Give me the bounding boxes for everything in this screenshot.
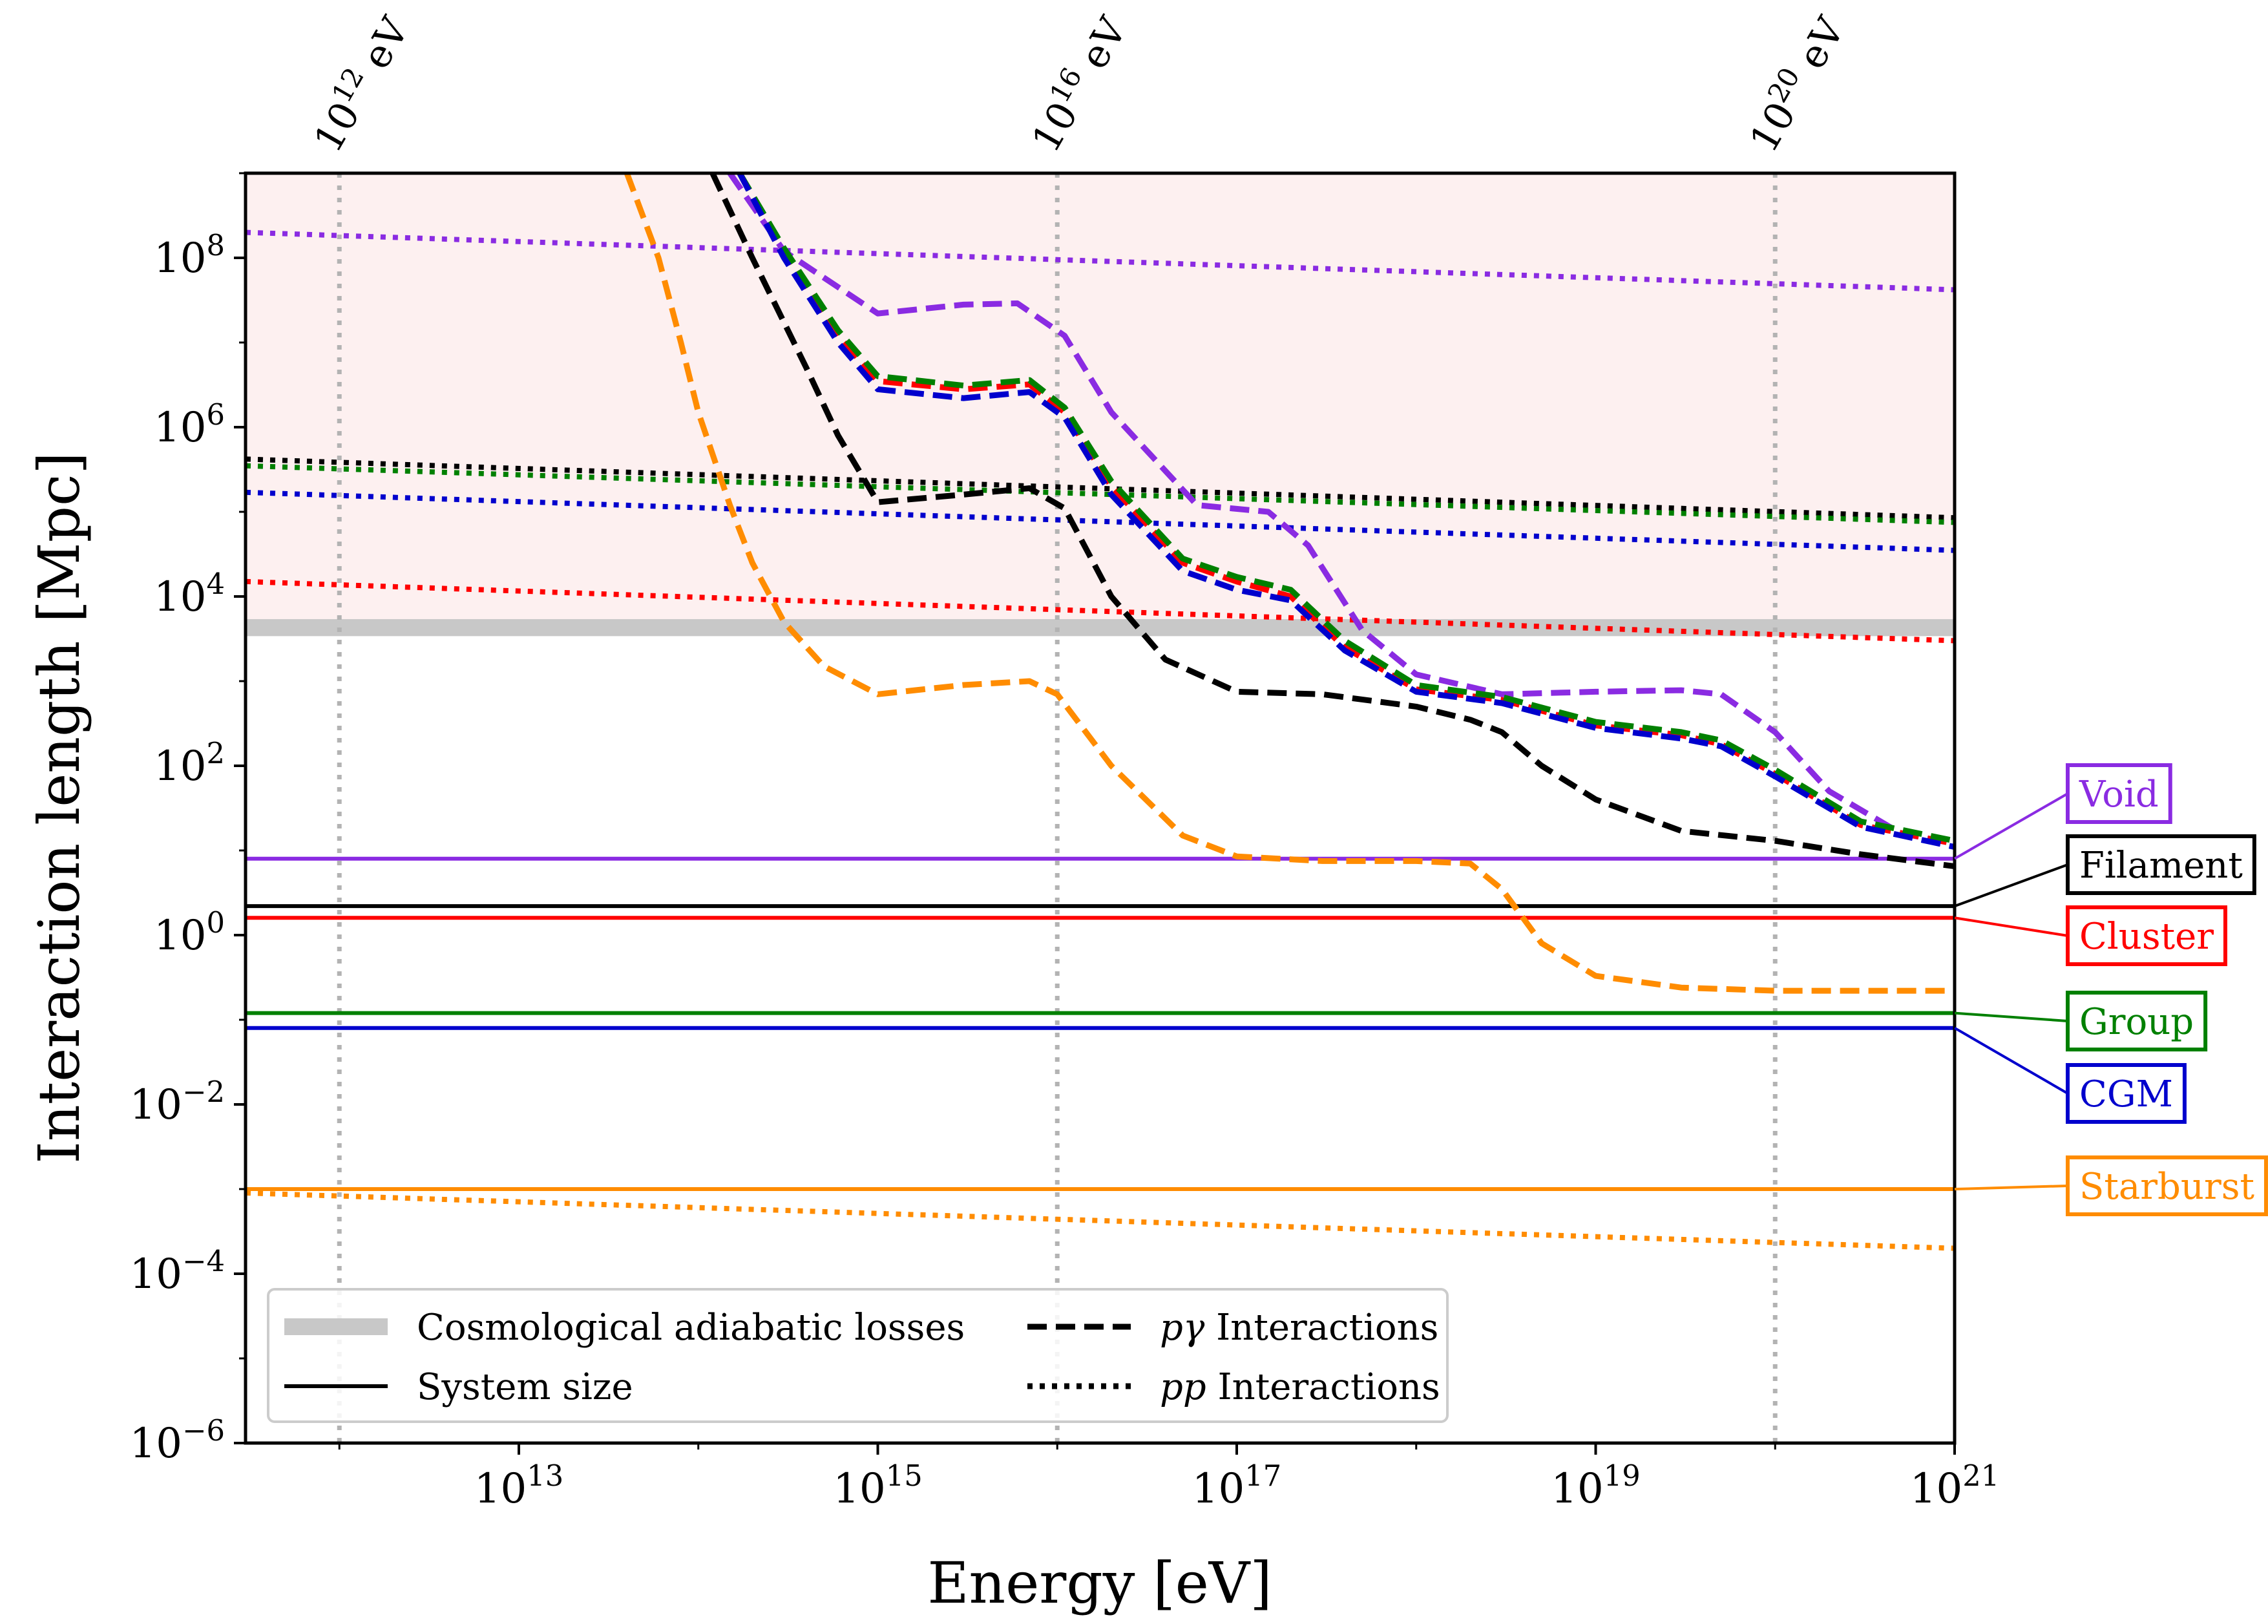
y-axis-title: Interaction length [Mpc]: [26, 452, 92, 1163]
starburst-pgamma-line: [624, 173, 1955, 994]
cluster-label-box: [2066, 905, 2227, 966]
legend-dashed-entry-label: pγ Interactions: [1160, 1307, 1438, 1349]
x-tick-label: 1013: [474, 1459, 563, 1513]
series-layer: [246, 173, 1955, 1251]
void-label-connector: [1954, 792, 2068, 860]
y-tick-label: 104: [154, 567, 225, 622]
cluster-pp-line: [246, 578, 1955, 644]
shaded-region: [246, 173, 1955, 626]
filament-pp-line: [246, 456, 1955, 521]
y-tick-label: 108: [154, 228, 225, 283]
filament-label-box: [2066, 834, 2256, 895]
x-axis-title: Energy [eV]: [927, 1550, 1272, 1616]
x-tick-label: 1019: [1551, 1459, 1640, 1513]
group-pgamma-line: [737, 173, 1955, 844]
cgm-pp-line: [246, 489, 1955, 553]
cluster-pgamma-line: [737, 173, 1955, 847]
legend-dotted-entry-label: pp Interactions: [1160, 1366, 1440, 1408]
cgm-label: CGM: [2079, 1073, 2173, 1115]
cgm-label-connector: [1953, 1026, 2069, 1095]
filament-label-connector: [1954, 863, 2068, 908]
reference-label-1e16: 1016 eV: [1018, 6, 1137, 160]
y-tick-label: 100: [154, 905, 225, 960]
legend-box: [267, 1288, 1449, 1423]
top-labels: 1012 eV 1016 eV 1020 eV: [300, 6, 1854, 160]
y-tick-label: 10−2: [130, 1075, 225, 1130]
x-tick-label: 1021: [1910, 1459, 1999, 1513]
tick-layer: 1013 1015 1017 1019 1021 10−6 10−4 10−2 100 102 10…: [130, 172, 1999, 1513]
starburst-label-box: [2066, 1155, 2268, 1216]
group-label: Group: [2079, 1001, 2194, 1043]
group-label-box: [2066, 991, 2208, 1051]
group-pp-line: [246, 463, 1955, 525]
void-pgamma-line: [727, 173, 1955, 847]
reference-energy-lines: [337, 173, 1778, 1443]
cgm-pgamma-line: [737, 173, 1955, 850]
group-label-connector: [1954, 1011, 2068, 1022]
legend: Cosmological adiabatic losses System size…: [267, 1288, 1449, 1423]
y-tick-label: 106: [154, 397, 225, 452]
cgm-label-box: [2066, 1063, 2187, 1124]
cluster-label-connector: [1954, 916, 2068, 937]
x-tick-label: 1017: [1192, 1459, 1281, 1513]
shade-layer: [246, 173, 1955, 637]
void-pp-line: [246, 229, 1955, 293]
reference-label-1e12: 1012 eV: [300, 6, 419, 160]
starburst-pp-line: [246, 1190, 1955, 1251]
filament-label: Filament: [2079, 845, 2243, 887]
void-label-box: [2066, 763, 2172, 824]
y-tick-label: 10−4: [130, 1244, 225, 1299]
legend-band-entry-label: Cosmological adiabatic losses: [417, 1307, 965, 1349]
cluster-label: Cluster: [2079, 916, 2214, 958]
x-tick-label: 1015: [833, 1459, 922, 1513]
reference-label-1e20: 1020 eV: [1736, 6, 1854, 160]
y-tick-label: 10−6: [130, 1413, 225, 1468]
starburst-label: Starburst: [2079, 1166, 2254, 1208]
filament-pgamma-line: [709, 173, 1955, 869]
starburst-label-connector: [1954, 1185, 2068, 1190]
void-label: Void: [2079, 774, 2159, 816]
region-labels: Void Filament Cluster Group CGM Starburst: [1953, 763, 2268, 1254]
y-tick-label: 102: [154, 736, 225, 791]
legend-solid-entry-label: System size: [417, 1366, 633, 1408]
